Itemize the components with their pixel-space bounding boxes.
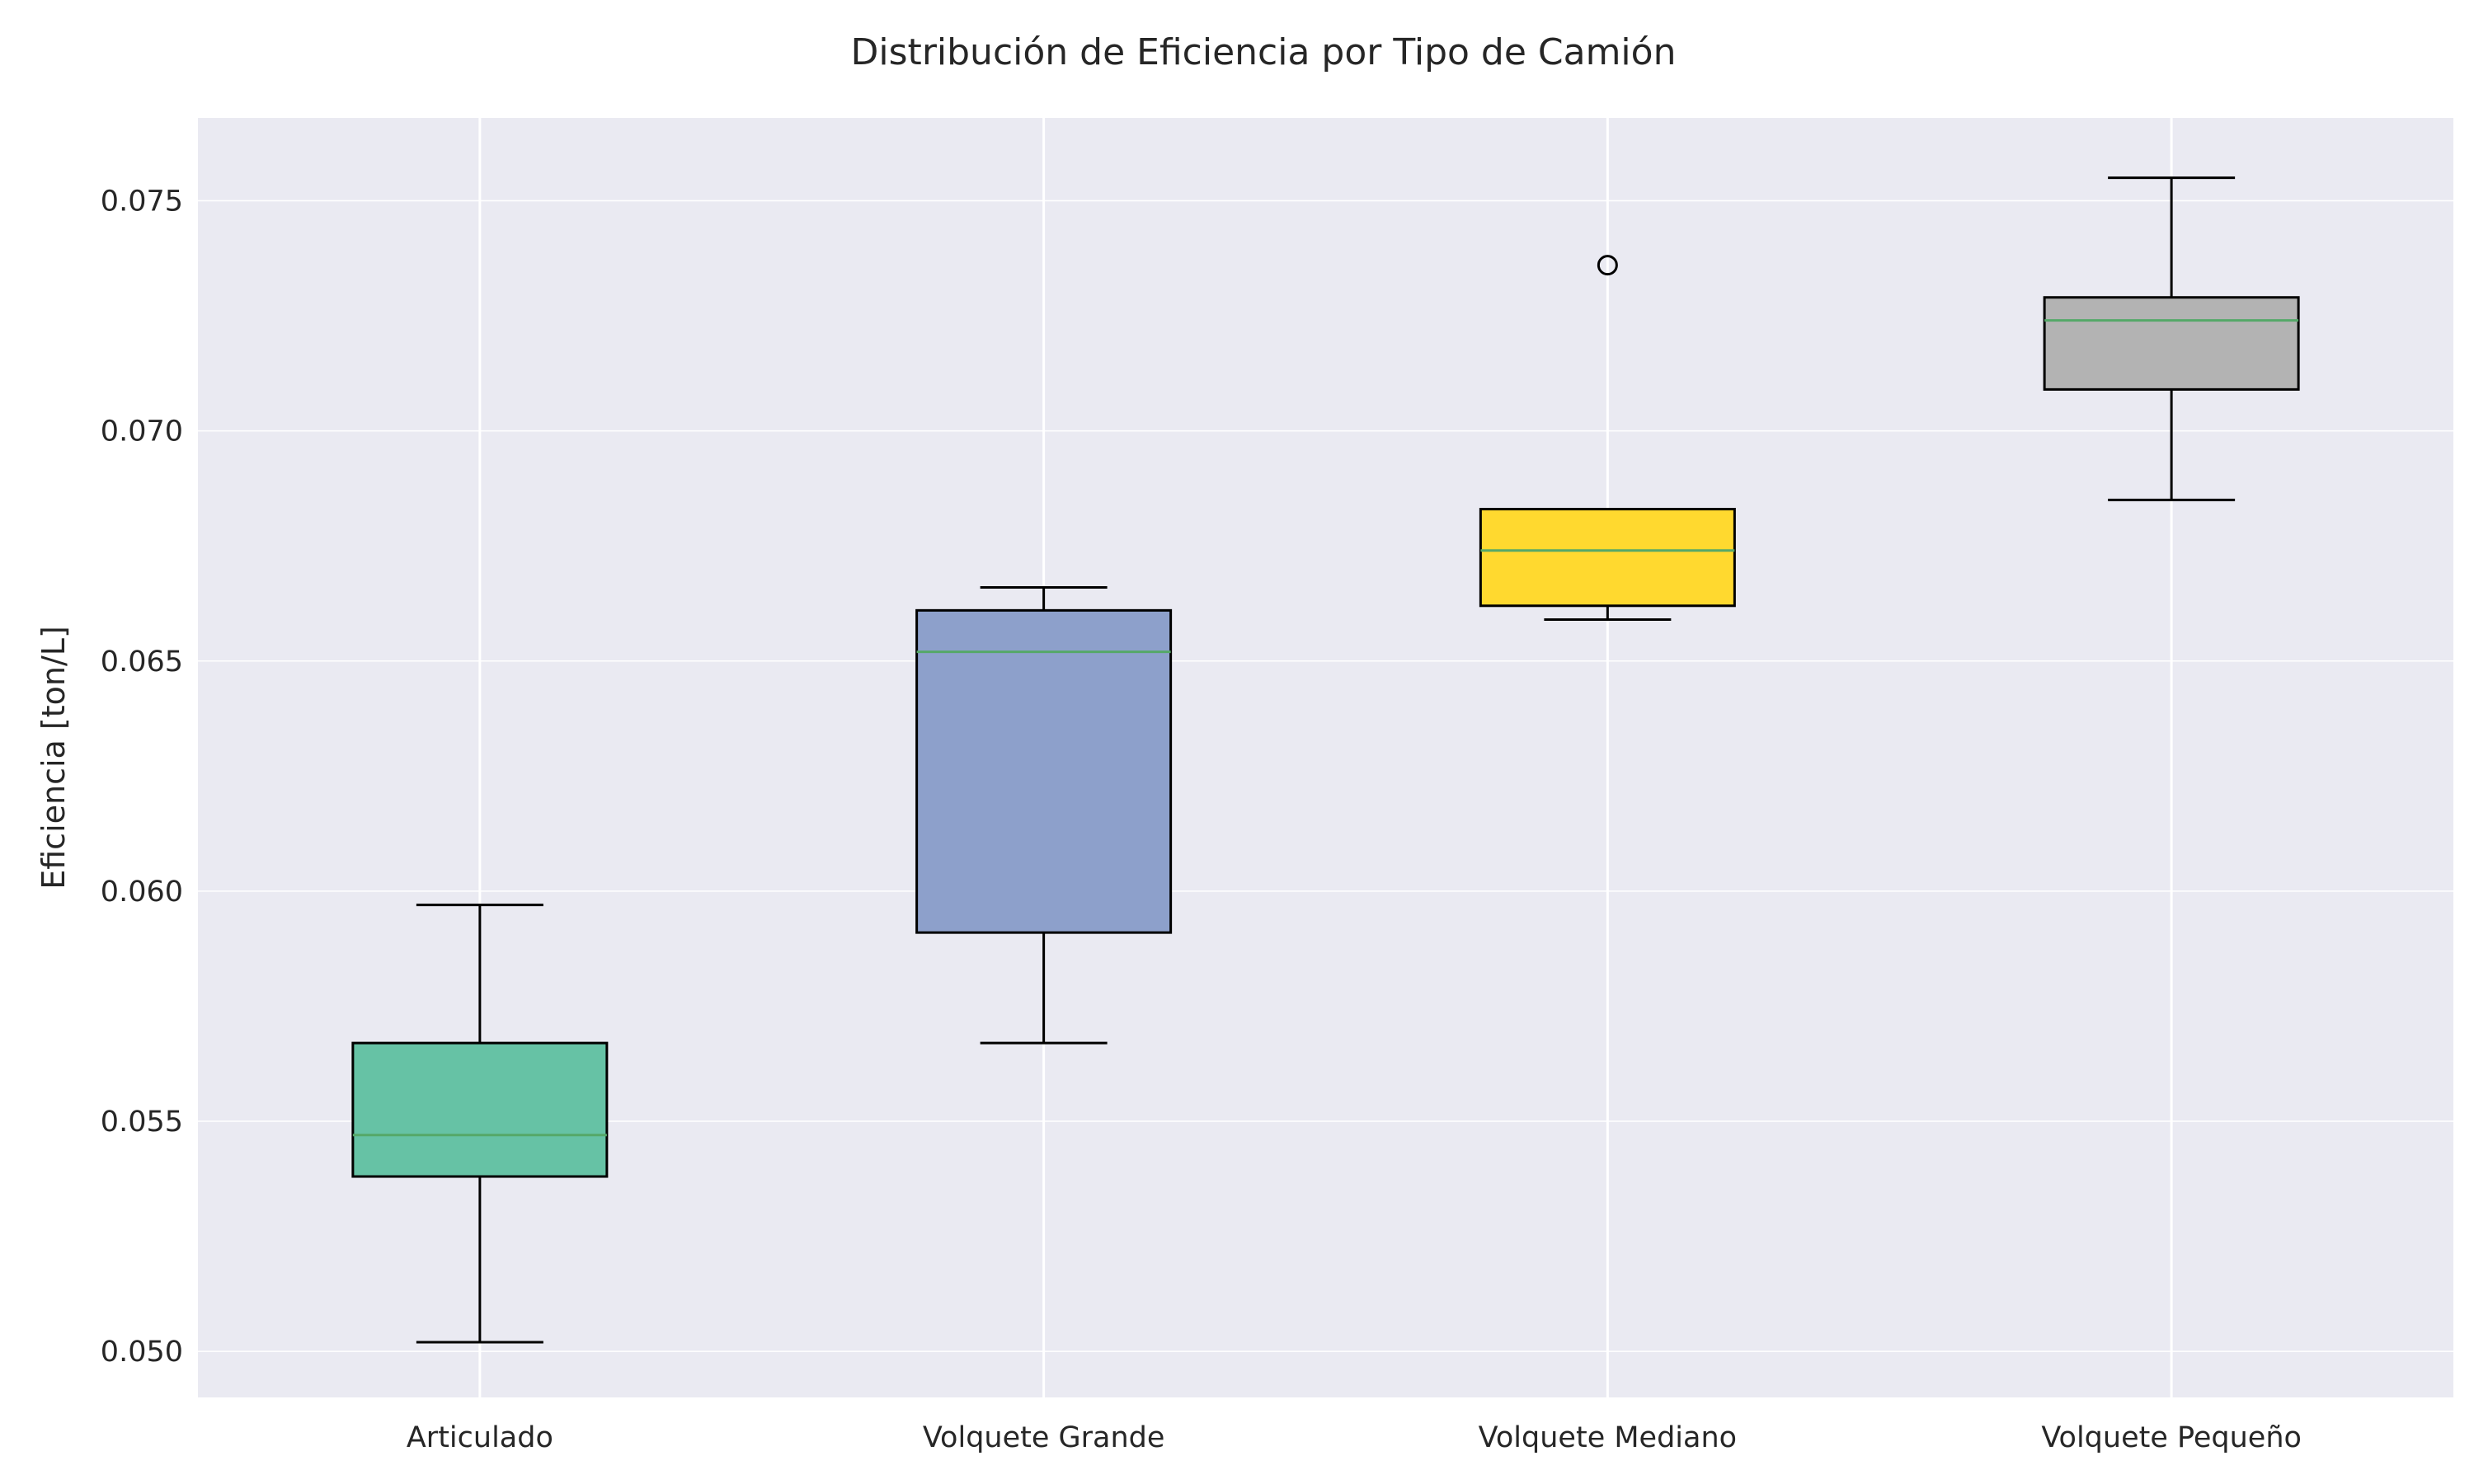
x-tick-label: Articulado bbox=[407, 1421, 553, 1454]
y-axis-label: Eficiencia [ton/L] bbox=[35, 626, 72, 890]
x-tick-label: Volquete Mediano bbox=[1479, 1421, 1737, 1454]
box-series bbox=[351, 176, 2300, 1344]
y-axis-ticks: 0.050 0.055 0.060 0.065 0.070 0.075 bbox=[101, 185, 183, 1369]
x-tick-label: Volquete Grande bbox=[923, 1421, 1165, 1454]
y-tick-label: 0.075 bbox=[101, 185, 183, 218]
y-tick-label: 0.065 bbox=[101, 646, 183, 679]
box-iqr bbox=[2043, 296, 2300, 391]
x-axis-ticks: Articulado Volquete Grande Volquete Median… bbox=[407, 1421, 2302, 1454]
y-tick-label: 0.070 bbox=[101, 416, 183, 448]
box-iqr bbox=[915, 608, 1173, 934]
box-iqr bbox=[351, 1041, 609, 1178]
chart-title: Distribución de Eficiencia por Tipo de C… bbox=[851, 31, 1677, 73]
box-volquete-grande bbox=[915, 585, 1173, 1045]
box-volquete-pequeño bbox=[2043, 176, 2300, 501]
box-volquete-mediano bbox=[1479, 255, 1736, 622]
box-iqr bbox=[1479, 508, 1736, 608]
outlier-point bbox=[1597, 255, 1618, 276]
y-tick-label: 0.060 bbox=[101, 876, 183, 909]
box-articulado bbox=[351, 904, 609, 1344]
y-tick-label: 0.050 bbox=[101, 1336, 183, 1369]
y-tick-label: 0.055 bbox=[101, 1106, 183, 1139]
x-tick-label: Volquete Pequeño bbox=[2041, 1421, 2302, 1454]
